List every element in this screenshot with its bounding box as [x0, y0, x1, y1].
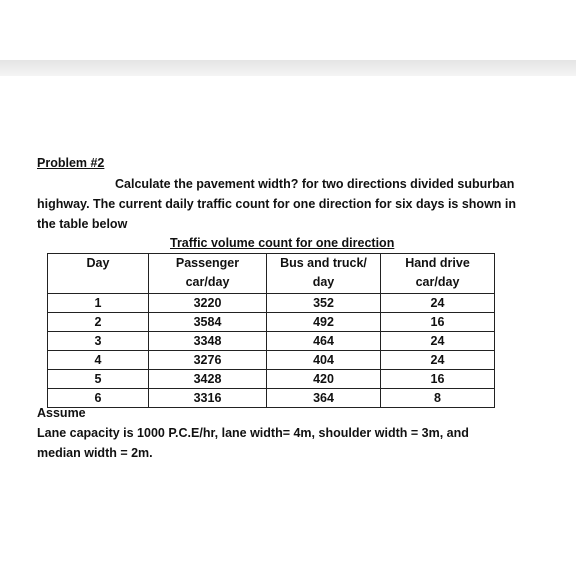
cell-text: 404 [313, 353, 334, 367]
cell-text: 24 [430, 296, 445, 310]
table-cell: 24 [380, 350, 495, 370]
cell-text: 6 [94, 391, 102, 405]
table-cell: 6 [47, 388, 149, 408]
cell-text: 364 [313, 391, 334, 405]
table-cell: Bus and truck/day [266, 253, 381, 294]
table-cell: 8 [380, 388, 495, 408]
table-cell: 2 [47, 312, 149, 332]
table: Day Passenger car/day Bus and truck/day Hand… [47, 253, 495, 408]
table-cell: 1 [47, 293, 149, 313]
table-cell: 4 [47, 350, 149, 370]
cell-text: 420 [313, 372, 334, 386]
cell-text: 16 [430, 372, 445, 386]
table-cell: 16 [380, 369, 495, 389]
table-cell: 16 [380, 312, 495, 332]
cell-text: 3348 [193, 334, 222, 348]
table-cell: 492 [266, 312, 381, 332]
table-cell: Passenger car/day [148, 253, 267, 294]
cell-text: 16 [430, 315, 445, 329]
cell-text: 24 [430, 353, 445, 367]
cell-text: 3428 [193, 372, 222, 386]
cell-text: 1 [94, 296, 102, 310]
cell-text: 4 [94, 353, 102, 367]
header-text: car/day [185, 275, 230, 289]
assume-title: Assume [37, 406, 86, 420]
table-cell: Hand drive car/day [380, 253, 495, 294]
table-cell: 3428 [148, 369, 267, 389]
cell-text: 3276 [193, 353, 222, 367]
header-text: car/day [415, 275, 460, 289]
cell-text: 492 [313, 315, 334, 329]
assume-line: median width = 2m. [37, 446, 153, 460]
header-text: Day [86, 256, 110, 270]
cell-text: 3220 [193, 296, 222, 310]
cell-text: 2 [94, 315, 102, 329]
table-caption: Traffic volume count for one direction [170, 236, 395, 250]
table-cell: 3276 [148, 350, 267, 370]
assume-line: Lane capacity is 1000 P.C.E/hr, lane wid… [37, 426, 469, 440]
table-cell: 24 [380, 331, 495, 351]
cell-text: 3316 [193, 391, 222, 405]
cell-text: 8 [434, 391, 441, 405]
cell-text: 5 [94, 372, 102, 386]
table-cell: 24 [380, 293, 495, 313]
table-cell: 3316 [148, 388, 267, 408]
table-cell: 3 [47, 331, 149, 351]
cell-text: 24 [430, 334, 445, 348]
paragraph-line: Calculate the pavement width? for two di… [115, 177, 515, 191]
table-cell: 3348 [148, 331, 267, 351]
table-cell: Day [47, 253, 149, 294]
cell-text: 3584 [193, 315, 222, 329]
header-text: Bus and truck/ [280, 256, 367, 270]
header-text: Passenger [175, 256, 240, 270]
header-text: Hand drive [405, 256, 470, 270]
heading: Problem #2 [37, 156, 105, 170]
table-cell: 420 [266, 369, 381, 389]
table-cell: 364 [266, 388, 381, 408]
paragraph-line: the table below [37, 217, 128, 231]
cell-text: 464 [313, 334, 334, 348]
table-cell: 3220 [148, 293, 267, 313]
table-cell: 404 [266, 350, 381, 370]
top-band [0, 60, 576, 76]
header-text: day [312, 275, 335, 289]
paragraph-line: highway. The current daily traffic count… [37, 197, 517, 211]
cell-text: 3 [94, 334, 102, 348]
table-cell: 3584 [148, 312, 267, 332]
table-cell: 352 [266, 293, 381, 313]
table-cell: 5 [47, 369, 149, 389]
table-cell: 464 [266, 331, 381, 351]
cell-text: 352 [313, 296, 334, 310]
